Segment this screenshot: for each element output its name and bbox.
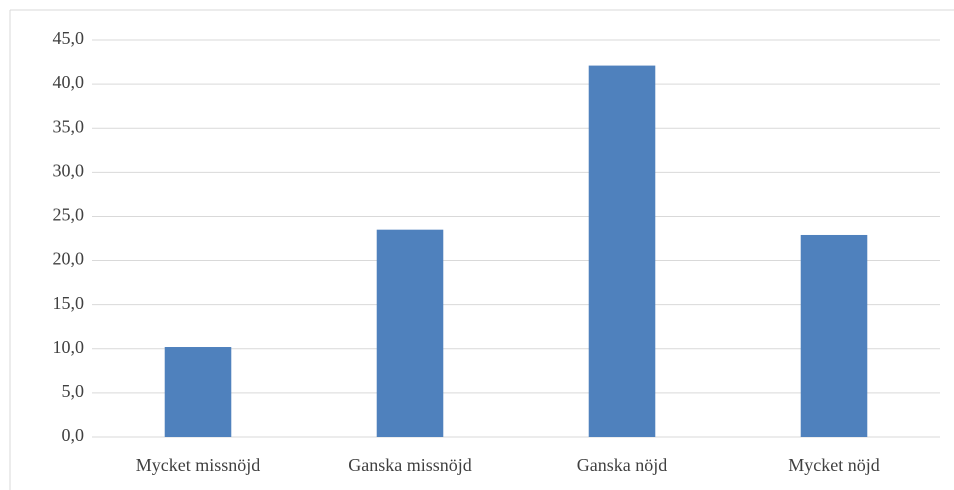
bar (800, 234, 868, 437)
bar (588, 65, 656, 437)
y-tick-label: 30,0 (53, 160, 85, 180)
x-tick-label: Mycket missnöjd (136, 455, 261, 475)
bar (376, 229, 444, 437)
y-tick-label: 5,0 (62, 381, 85, 401)
y-tick-label: 20,0 (53, 249, 85, 269)
x-tick-label: Ganska nöjd (577, 455, 667, 475)
y-tick-label: 10,0 (53, 337, 85, 357)
x-tick-label: Ganska missnöjd (348, 455, 472, 475)
y-tick-label: 45,0 (53, 28, 85, 48)
y-tick-label: 40,0 (53, 72, 85, 92)
y-tick-label: 0,0 (62, 425, 85, 445)
y-tick-label: 25,0 (53, 205, 85, 225)
x-tick-label: Mycket nöjd (788, 455, 880, 475)
y-tick-label: 15,0 (53, 293, 85, 313)
y-tick-label: 35,0 (53, 116, 85, 136)
bar (164, 347, 232, 437)
